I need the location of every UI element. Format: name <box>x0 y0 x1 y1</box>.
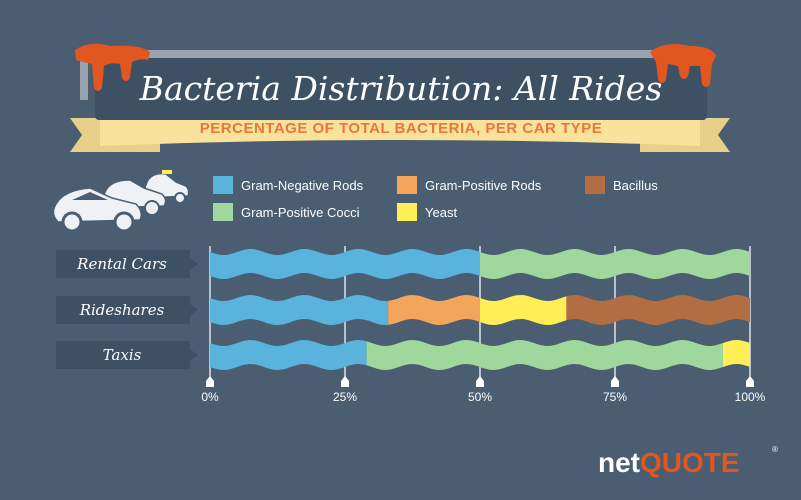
brand-net: net <box>598 447 640 478</box>
chart-subtitle: PERCENTAGE OF TOTAL BACTERIA, PER CAR TY… <box>200 120 602 137</box>
bar-segment <box>210 249 480 279</box>
brand-quote: QUOTE <box>640 447 740 478</box>
row-label: Taxis <box>103 346 142 364</box>
bar-segment <box>480 295 567 325</box>
tick-marker <box>341 376 349 387</box>
legend: Gram-Negative Rods Gram-Positive Rods Baci… <box>213 176 658 221</box>
cars-icon <box>52 170 190 233</box>
x-axis-ticks: 0% 25% 50% 75% 100% <box>201 376 766 404</box>
legend-label: Gram-Positive Rods <box>425 178 542 193</box>
header-post-left <box>80 50 88 100</box>
bar-segment <box>210 340 367 370</box>
tick-label: 0% <box>201 390 219 404</box>
bars <box>210 249 750 370</box>
bar-segment <box>366 340 723 370</box>
bar-segment <box>210 295 389 325</box>
legend-swatch <box>585 176 605 194</box>
row-label-tag <box>56 296 198 324</box>
legend-label: Yeast <box>425 205 457 220</box>
bar-segment <box>480 249 750 279</box>
legend-swatch <box>213 203 233 221</box>
row-label-tag <box>56 341 198 369</box>
header-bar <box>80 50 710 58</box>
header: Bacteria Distribution: All Rides PERCENT… <box>70 43 730 152</box>
tick-label: 75% <box>603 390 627 404</box>
tick-marker <box>206 376 214 387</box>
chart-title: Bacteria Distribution: All Rides <box>139 69 663 108</box>
legend-swatch <box>213 176 233 194</box>
legend-label: Bacillus <box>613 178 658 193</box>
brand-mark: ® <box>772 445 778 454</box>
legend-label: Gram-Positive Cocci <box>241 205 360 220</box>
tick-label: 100% <box>735 390 766 404</box>
paint-splash-left <box>75 43 150 91</box>
bar-segment <box>566 295 750 325</box>
legend-swatch <box>397 203 417 221</box>
svg-text:netQUOTE: netQUOTE <box>598 447 740 478</box>
tick-marker <box>611 376 619 387</box>
bar-segment <box>723 340 750 367</box>
tick-marker <box>476 376 484 387</box>
row-label: Rental Cars <box>76 255 167 273</box>
legend-swatch <box>397 176 417 194</box>
tick-marker <box>746 376 754 387</box>
tick-label: 25% <box>333 390 357 404</box>
row-label-tag <box>56 250 198 278</box>
row-label: Rideshares <box>79 301 165 319</box>
bar-segment <box>388 295 480 325</box>
tick-label: 50% <box>468 390 492 404</box>
paint-splash-right <box>650 44 716 87</box>
title-panel <box>95 58 707 120</box>
legend-label: Gram-Negative Rods <box>241 178 364 193</box>
brand-logo: netQUOTE ® <box>598 445 778 478</box>
row-labels: Rental Cars Rideshares Taxis <box>56 250 198 369</box>
